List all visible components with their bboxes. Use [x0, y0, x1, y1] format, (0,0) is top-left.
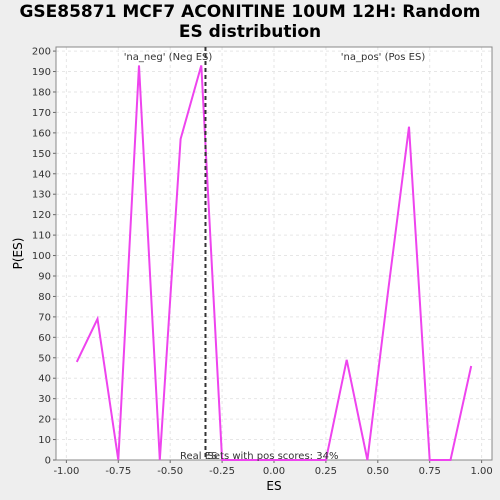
- y-tick-label: 150: [32, 149, 51, 160]
- y-tick-label: 130: [32, 190, 51, 201]
- y-tick-label: 200: [32, 47, 51, 58]
- y-tick-label: 80: [38, 292, 51, 303]
- y-tick-label: 0: [45, 456, 51, 467]
- y-tick-label: 30: [38, 394, 51, 405]
- y-tick-label: 100: [32, 251, 51, 262]
- y-tick-label: 140: [32, 169, 51, 180]
- x-tick-label: 0.00: [263, 466, 285, 477]
- x-tick-label: -1.00: [53, 466, 79, 477]
- y-tick-label: 40: [38, 374, 51, 385]
- y-tick-label: 10: [38, 435, 51, 446]
- axes: 0 10 20 30 40 50 60 70 80 90 100 110 120 130 140 150 160…: [32, 46, 493, 477]
- y-tick-label: 70: [38, 312, 51, 323]
- y-tick-label: 160: [32, 128, 51, 139]
- x-tick-label: -0.50: [157, 466, 183, 477]
- y-tick-label: 120: [32, 210, 51, 221]
- y-tick-label: 60: [38, 333, 51, 344]
- x-tick-label: 0.75: [419, 466, 441, 477]
- pos-es-label: 'na_pos' (Pos ES): [341, 52, 426, 63]
- chart-title-line2: ES distribution: [178, 22, 322, 42]
- x-tick-label: -0.75: [105, 466, 131, 477]
- x-tick-label: -0.25: [209, 466, 235, 477]
- y-tick-label: 180: [32, 87, 51, 98]
- y-tick-label: 20: [38, 415, 51, 426]
- y-axis-title: P(ES): [11, 238, 25, 270]
- y-tick-label: 50: [38, 353, 51, 364]
- neg-es-label: 'na_neg' (Neg ES): [124, 52, 213, 63]
- x-tick-label: 0.25: [315, 466, 337, 477]
- series-layer: [75, 65, 473, 461]
- y-tick-label: 190: [32, 67, 51, 78]
- chart-title: GSE85871 MCF7 ACONITINE 10UM 12H: Random…: [0, 2, 500, 42]
- real-es-label: Real ES: [180, 451, 217, 462]
- y-tick-label: 90: [38, 271, 51, 282]
- chart-title-line1: GSE85871 MCF7 ACONITINE 10UM 12H: Random: [19, 2, 481, 22]
- x-axis-title: ES: [266, 479, 281, 493]
- pos-scores-label: Sets with pos scores: 34%: [208, 451, 339, 462]
- x-tick-label: 1.00: [470, 466, 492, 477]
- series-line: [75, 65, 473, 461]
- y-tick-label: 170: [32, 108, 51, 119]
- y-tick-label: 110: [32, 231, 51, 242]
- x-tick-label: 0.50: [367, 466, 389, 477]
